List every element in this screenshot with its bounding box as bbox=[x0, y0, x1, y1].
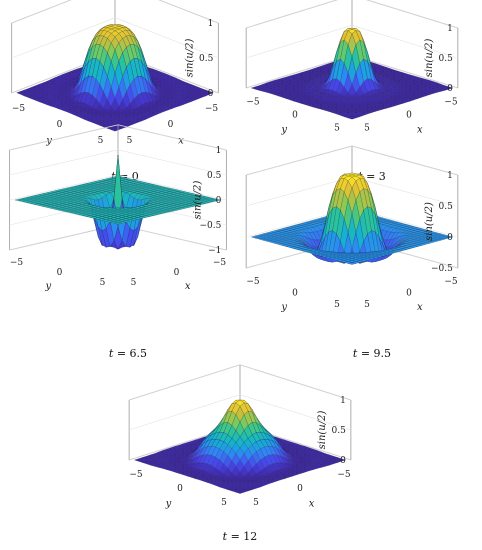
x-tick-label: −5 bbox=[444, 277, 458, 287]
z-tick-label: −1 bbox=[208, 246, 221, 256]
z-tick-label: 0.5 bbox=[199, 54, 214, 64]
surface-patch bbox=[110, 128, 120, 132]
surface-mesh bbox=[250, 172, 454, 265]
x-axis-label: x bbox=[417, 125, 423, 136]
x-axis-label: x bbox=[309, 499, 315, 510]
z-axis-label: sin(u/2) bbox=[192, 181, 203, 220]
y-tick-label: −5 bbox=[10, 258, 24, 268]
z-tick-label: 1 bbox=[216, 146, 222, 156]
surface-patch bbox=[235, 490, 245, 494]
axis-line bbox=[11, 0, 72, 24]
axis-line bbox=[246, 0, 338, 29]
y-tick-label: 0 bbox=[292, 288, 298, 298]
axes-box bbox=[245, 0, 459, 89]
x-tick-label: 5 bbox=[364, 124, 370, 134]
grid-line bbox=[129, 364, 351, 401]
grid-line bbox=[246, 24, 458, 59]
y-axis-label: y bbox=[165, 499, 172, 510]
z-tick-label: 0.5 bbox=[207, 171, 222, 181]
x-tick-label: 0 bbox=[406, 288, 412, 298]
z-tick-label: 1 bbox=[447, 24, 453, 34]
surface-patch bbox=[113, 222, 123, 225]
x-tick-label: 0 bbox=[168, 120, 174, 130]
y-tick-label: −5 bbox=[246, 98, 260, 108]
x-tick-label: 5 bbox=[253, 498, 259, 508]
y-tick-label: 5 bbox=[221, 498, 227, 508]
z-tick-label: 0 bbox=[447, 233, 453, 243]
z-tick-label: 0 bbox=[447, 84, 453, 94]
x-tick-label: 0 bbox=[297, 484, 303, 494]
surface-mesh bbox=[250, 28, 454, 120]
panel-caption: t = 9.5 bbox=[353, 347, 391, 360]
z-tick-label: 0 bbox=[208, 89, 214, 99]
panel-caption: t = 12 bbox=[223, 530, 258, 543]
surface-mesh bbox=[133, 399, 347, 494]
z-tick-label: 0.5 bbox=[439, 202, 454, 212]
surface-patch bbox=[347, 262, 357, 265]
z-tick-label: 0.5 bbox=[439, 54, 454, 64]
y-tick-label: 5 bbox=[334, 300, 340, 310]
grid-line bbox=[246, 0, 458, 29]
x-tick-label: 5 bbox=[131, 278, 137, 288]
z-tick-label: 0.5 bbox=[332, 426, 347, 436]
x-tick-label: −5 bbox=[213, 258, 227, 268]
axes-box bbox=[128, 364, 352, 461]
grid-line bbox=[11, 17, 219, 59]
z-tick-label: −0.5 bbox=[200, 221, 222, 231]
y-tick-label: 5 bbox=[98, 136, 104, 146]
grid-line bbox=[11, 0, 219, 24]
z-tick-label: 1 bbox=[447, 171, 453, 181]
x-tick-label: 5 bbox=[364, 300, 370, 310]
y-tick-label: 0 bbox=[57, 120, 63, 130]
z-tick-label: 0 bbox=[340, 456, 346, 466]
x-tick-label: 0 bbox=[174, 268, 180, 278]
x-tick-label: −5 bbox=[337, 470, 351, 480]
surface-plot-2: −1 −0.5 0 0.5 1 −5 0 5 −5 0 5 x y sin(u/2) t = 6.5 bbox=[9, 124, 227, 360]
y-tick-label: −5 bbox=[129, 470, 143, 480]
surface-plot-4: 0 0.5 1 −5 0 5 −5 0 5 x y sin(u/2) t = 12 bbox=[128, 364, 352, 543]
y-axis-label: y bbox=[280, 125, 287, 136]
y-axis-label: y bbox=[280, 302, 287, 313]
surface-mesh bbox=[16, 24, 214, 132]
x-tick-label: −5 bbox=[205, 104, 219, 114]
panel-caption: t = 6.5 bbox=[109, 347, 147, 360]
surface-plot-3: −0.5 0 0.5 1 −5 0 5 −5 0 5 x y sin(u/2) t = 9.5 bbox=[245, 145, 459, 360]
axis-line bbox=[366, 0, 458, 29]
surface-patch bbox=[347, 116, 357, 120]
y-tick-label: 5 bbox=[100, 278, 106, 288]
x-tick-label: 5 bbox=[127, 136, 133, 146]
y-tick-label: 0 bbox=[177, 484, 183, 494]
grid-line bbox=[9, 149, 227, 176]
z-tick-label: 0 bbox=[216, 196, 222, 206]
x-axis-label: x bbox=[178, 135, 184, 146]
z-axis-label: sin(u/2) bbox=[424, 39, 435, 78]
grid-line bbox=[246, 145, 458, 176]
x-axis-label: x bbox=[417, 302, 423, 313]
z-axis-label: sin(u/2) bbox=[424, 202, 435, 241]
y-tick-label: −5 bbox=[246, 277, 260, 287]
z-tick-label: 1 bbox=[340, 396, 346, 406]
grid-line bbox=[9, 124, 227, 151]
axis-line bbox=[158, 0, 219, 24]
surface-mesh bbox=[14, 154, 222, 250]
y-axis-label: y bbox=[44, 281, 51, 292]
y-tick-label: 0 bbox=[57, 268, 63, 278]
y-tick-label: 5 bbox=[334, 124, 340, 134]
y-tick-label: 0 bbox=[292, 111, 298, 121]
x-tick-label: 0 bbox=[406, 111, 412, 121]
z-tick-label: −0.5 bbox=[431, 264, 453, 274]
z-axis-label: sin(u/2) bbox=[317, 411, 328, 450]
z-axis-label: sin(u/2) bbox=[184, 39, 195, 78]
x-tick-label: −5 bbox=[444, 98, 458, 108]
grid-line bbox=[129, 394, 351, 431]
z-tick-label: 1 bbox=[208, 19, 214, 29]
x-axis-label: x bbox=[185, 281, 191, 292]
y-tick-label: −5 bbox=[12, 104, 26, 114]
